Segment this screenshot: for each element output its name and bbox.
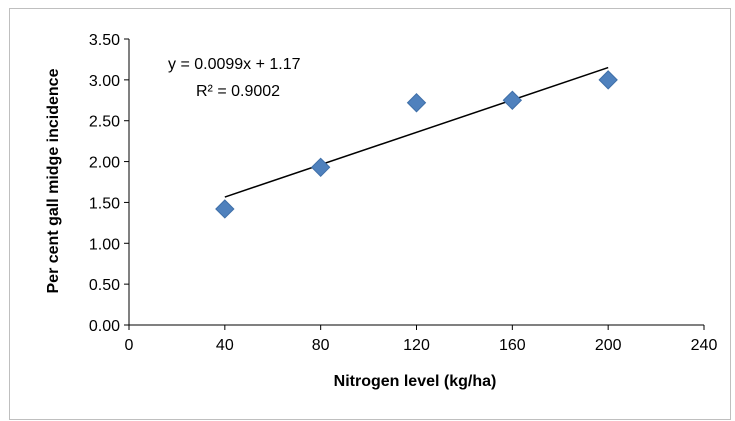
data-point xyxy=(406,93,427,113)
x-tick-label: 200 xyxy=(595,337,622,354)
data-point xyxy=(215,199,235,219)
trendline xyxy=(224,66,609,198)
x-axis-title: Nitrogen level (kg/ha) xyxy=(334,373,497,390)
y-tick-label: 2.00 xyxy=(89,155,120,172)
y-tick-label: 0.00 xyxy=(89,318,120,335)
data-points xyxy=(215,70,618,219)
axes xyxy=(128,39,704,326)
x-tick-label: 240 xyxy=(691,337,718,354)
y-tick-label: 3.00 xyxy=(89,73,120,90)
y-ticks: 0.00 0.50 1.00 1.50 2.00 2.50 3.00 3.50 xyxy=(89,32,129,335)
y-tick-label: 1.00 xyxy=(89,236,120,253)
data-point xyxy=(502,90,523,110)
y-axis-title: Per cent gall midge incidence xyxy=(45,68,62,293)
data-point xyxy=(598,70,618,90)
x-ticks: 0 40 80 120 160 200 240 xyxy=(125,325,718,354)
trendline-equation: y = 0.0099x + 1.17 xyxy=(168,56,301,73)
y-tick-label: 2.50 xyxy=(89,114,120,131)
y-tick-label: 0.50 xyxy=(89,277,120,294)
x-tick-label: 160 xyxy=(499,337,526,354)
trendline-r-squared: R² = 0.9002 xyxy=(196,83,280,100)
data-point xyxy=(310,157,331,177)
x-tick-label: 80 xyxy=(312,337,330,354)
y-tick-label: 1.50 xyxy=(89,195,120,212)
x-tick-label: 40 xyxy=(216,337,234,354)
x-tick-label: 0 xyxy=(125,337,134,354)
x-tick-label: 120 xyxy=(403,337,430,354)
y-tick-label: 3.50 xyxy=(89,32,120,49)
